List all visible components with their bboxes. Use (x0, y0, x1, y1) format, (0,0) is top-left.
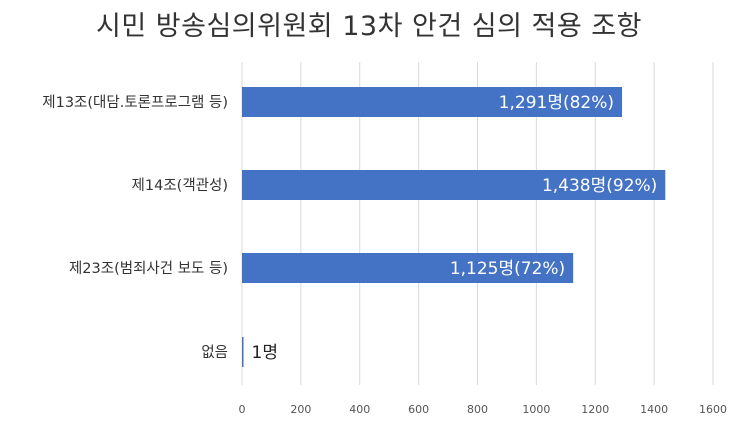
x-tick-label: 0 (239, 403, 246, 416)
data-label: 1,125명(72%) (450, 259, 565, 279)
data-label: 1,291명(82%) (499, 93, 614, 113)
bar (242, 253, 574, 283)
x-tick-label: 400 (349, 403, 370, 416)
bar (242, 87, 623, 117)
x-tick-label: 200 (290, 403, 311, 416)
category-label: 제23조(범죄사건 보도 등) (69, 260, 228, 277)
x-tick-label: 1600 (699, 403, 727, 416)
x-tick-label: 1000 (522, 403, 550, 416)
data-label: 1,438명(92%) (542, 176, 657, 196)
bar (242, 337, 244, 367)
x-tick-label: 1400 (640, 403, 668, 416)
category-label: 제13조(대담.토론프로그램 등) (42, 94, 228, 111)
category-label: 제14조(객관성) (132, 177, 228, 194)
category-label: 없음 (201, 344, 228, 361)
x-tick-label: 1200 (581, 403, 609, 416)
chart-title: 시민 방송심의위원회 13차 안건 심의 적용 조항 (96, 11, 642, 42)
bar (242, 170, 666, 200)
data-label: 1명 (252, 343, 278, 363)
x-tick-label: 800 (467, 403, 488, 416)
x-tick-label: 600 (408, 403, 429, 416)
